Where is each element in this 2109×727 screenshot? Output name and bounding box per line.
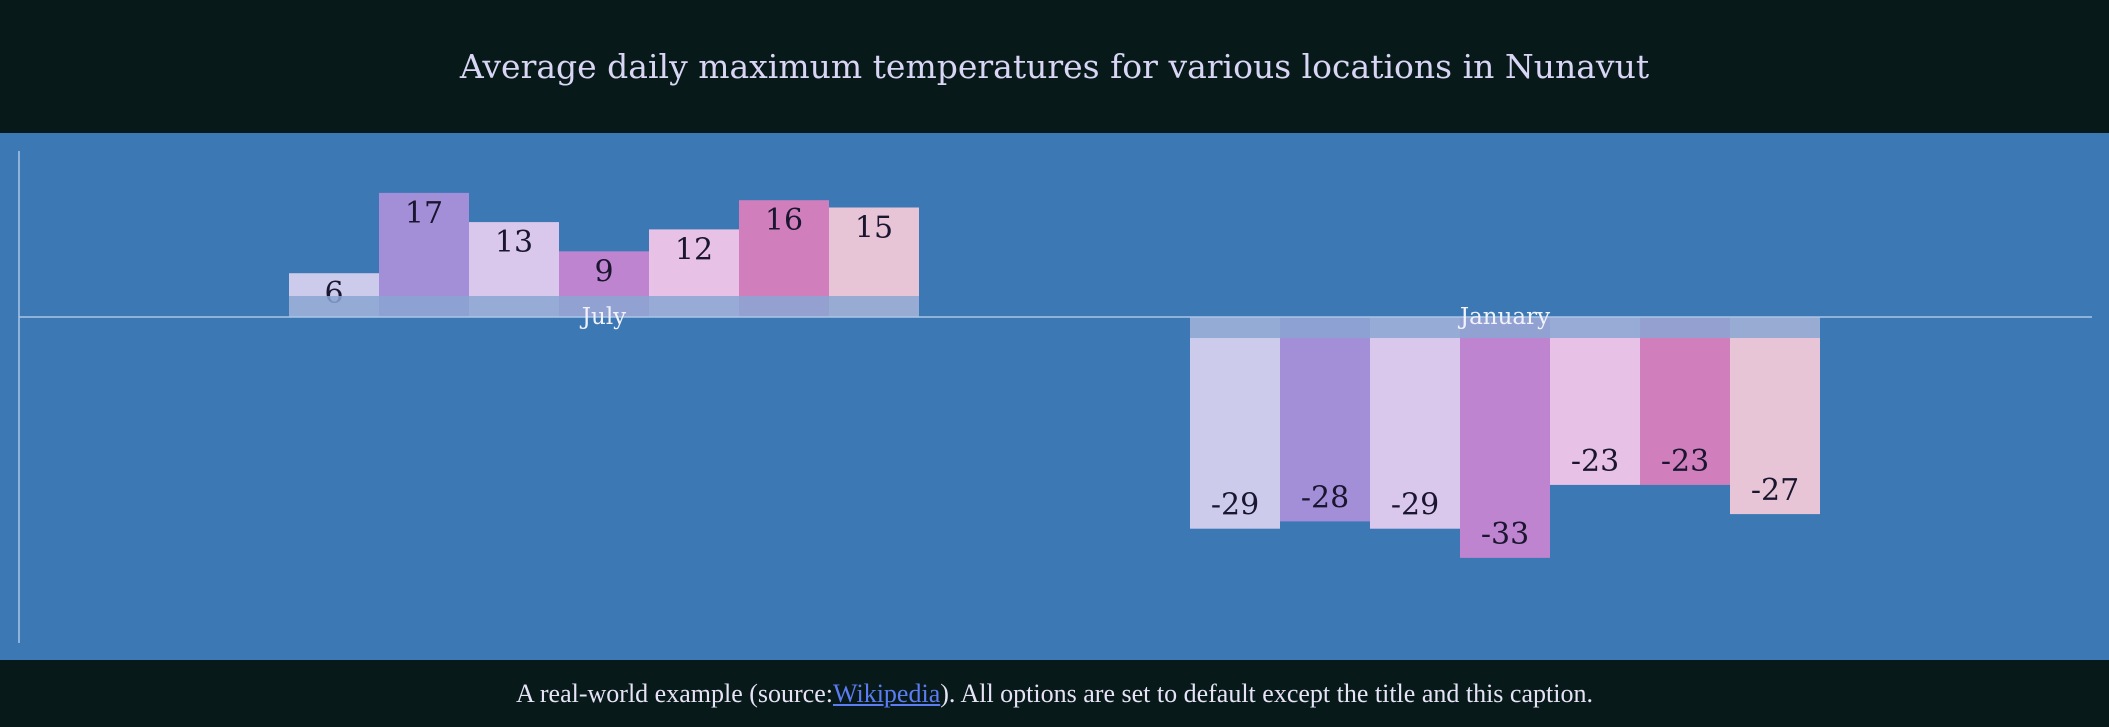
bar-january-6 (1640, 317, 1730, 485)
data-label-july-6: 16 (765, 203, 803, 238)
data-label-july-7: 15 (855, 211, 893, 246)
data-label-january-7: -27 (1751, 473, 1799, 508)
bar-january-4 (1460, 317, 1550, 558)
bar-january-1 (1190, 317, 1280, 529)
data-label-july-5: 12 (675, 232, 713, 267)
data-label-july-3: 13 (495, 225, 533, 260)
category-band-july (289, 296, 919, 317)
data-label-january-1: -29 (1211, 488, 1259, 523)
data-label-july-2: 17 (405, 196, 443, 231)
bar-january-5 (1550, 317, 1640, 485)
caption: A real-world example (source: Wikipedia)… (0, 660, 2109, 727)
plot-area: 6 17 13 9 12 16 15 -29 -28 -29 -33 -23 -23 -27 July Jan… (0, 133, 2109, 660)
category-label-january: January (1458, 304, 1550, 330)
category-band-january (1190, 317, 1820, 338)
data-label-january-6: -23 (1661, 444, 1709, 479)
data-label-january-3: -29 (1391, 488, 1439, 523)
data-label-january-2: -28 (1301, 480, 1349, 515)
data-label-january-4: -33 (1481, 517, 1529, 552)
bar-january-7 (1730, 317, 1820, 515)
chart-title: Average daily maximum temperatures for v… (459, 47, 1650, 86)
wikipedia-link[interactable]: Wikipedia (832, 678, 941, 708)
bar-january-3 (1370, 317, 1460, 529)
chart-header: Average daily maximum temperatures for v… (0, 0, 2109, 133)
caption-suffix: ). All options are set to default except… (940, 678, 1593, 708)
data-label-july-4: 9 (594, 254, 613, 289)
bar-january-2 (1280, 317, 1370, 522)
caption-prefix: A real-world example (source: (516, 678, 833, 708)
data-label-january-5: -23 (1571, 444, 1619, 479)
category-label-july: July (580, 304, 626, 330)
